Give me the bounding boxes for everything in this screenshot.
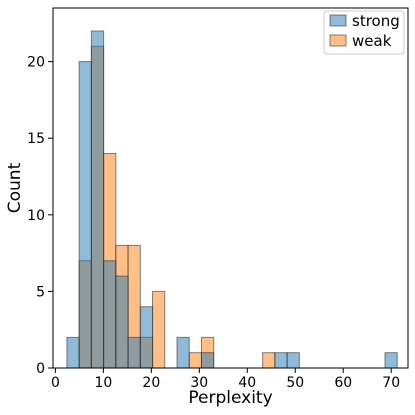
bar-strong-9 <box>176 336 190 369</box>
x-tick-label: 0 <box>51 375 60 391</box>
x-axis-label: Perplexity <box>188 388 272 408</box>
x-axis-ticks: 0 10 20 30 40 50 60 70 <box>51 368 400 391</box>
legend-label-weak: weak <box>352 32 392 50</box>
x-tick-label: 10 <box>94 375 112 391</box>
y-axis-ticks: 0 5 10 15 20 <box>27 55 53 377</box>
x-tick-label: 40 <box>238 375 256 391</box>
x-tick-label: 70 <box>382 375 400 391</box>
legend-swatch-strong <box>329 14 347 27</box>
legend-label-strong: strong <box>352 12 400 30</box>
bar-strong-0 <box>66 336 80 369</box>
bar-weak-7 <box>152 290 166 369</box>
y-axis-label: Count <box>5 162 25 213</box>
x-tick-label: 60 <box>334 375 352 391</box>
y-tick-label: 15 <box>27 131 45 147</box>
bar-strong-26 <box>384 352 398 369</box>
x-tick-label: 50 <box>286 375 304 391</box>
bar-strong-5 <box>127 336 141 369</box>
bar-strong-1 <box>78 61 92 369</box>
strong-series-bars <box>66 30 398 369</box>
bar-weak-16 <box>262 352 276 369</box>
bar-strong-18 <box>286 352 300 369</box>
y-tick-label: 20 <box>27 55 45 71</box>
bar-strong-2 <box>90 30 105 369</box>
bar-strong-17 <box>274 352 288 369</box>
legend-swatch-weak <box>329 34 347 47</box>
bar-strong-11 <box>200 352 215 369</box>
plot-frame <box>52 7 409 369</box>
y-tick-label: 0 <box>36 361 45 377</box>
bar-strong-6 <box>139 306 154 369</box>
bar-strong-3 <box>103 260 117 369</box>
x-tick-label: 30 <box>190 375 208 391</box>
bar-strong-4 <box>115 275 129 369</box>
legend: strong weak <box>323 10 405 55</box>
x-tick-label: 20 <box>142 375 160 391</box>
y-tick-label: 5 <box>36 284 45 300</box>
y-tick-label: 10 <box>27 208 45 224</box>
bar-weak-10 <box>188 352 202 369</box>
